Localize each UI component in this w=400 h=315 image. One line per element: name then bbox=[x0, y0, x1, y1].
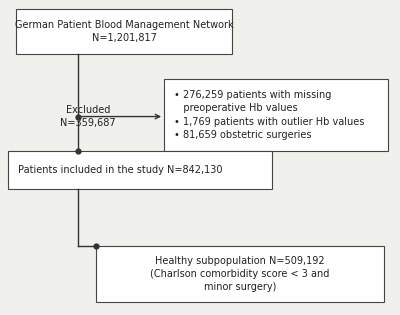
Text: N=1,201,817: N=1,201,817 bbox=[92, 33, 156, 43]
Text: Patients included in the study N=842,130: Patients included in the study N=842,130 bbox=[18, 165, 222, 175]
Text: Excluded: Excluded bbox=[66, 105, 110, 115]
FancyBboxPatch shape bbox=[8, 151, 272, 189]
Text: minor surgery): minor surgery) bbox=[204, 282, 276, 292]
Text: Healthy subpopulation N=509,192: Healthy subpopulation N=509,192 bbox=[155, 256, 325, 266]
Text: • 1,769 patients with outlier Hb values: • 1,769 patients with outlier Hb values bbox=[174, 117, 364, 127]
Text: N=359,687: N=359,687 bbox=[60, 118, 116, 128]
Text: • 81,659 obstetric surgeries: • 81,659 obstetric surgeries bbox=[174, 130, 312, 140]
Text: preoperative Hb values: preoperative Hb values bbox=[174, 103, 298, 113]
FancyBboxPatch shape bbox=[16, 9, 232, 54]
FancyBboxPatch shape bbox=[96, 246, 384, 302]
Text: • 276,259 patients with missing: • 276,259 patients with missing bbox=[174, 90, 331, 100]
Text: (Charlson comorbidity score < 3 and: (Charlson comorbidity score < 3 and bbox=[150, 269, 330, 279]
FancyBboxPatch shape bbox=[164, 79, 388, 151]
Text: German Patient Blood Management Network: German Patient Blood Management Network bbox=[15, 20, 233, 30]
